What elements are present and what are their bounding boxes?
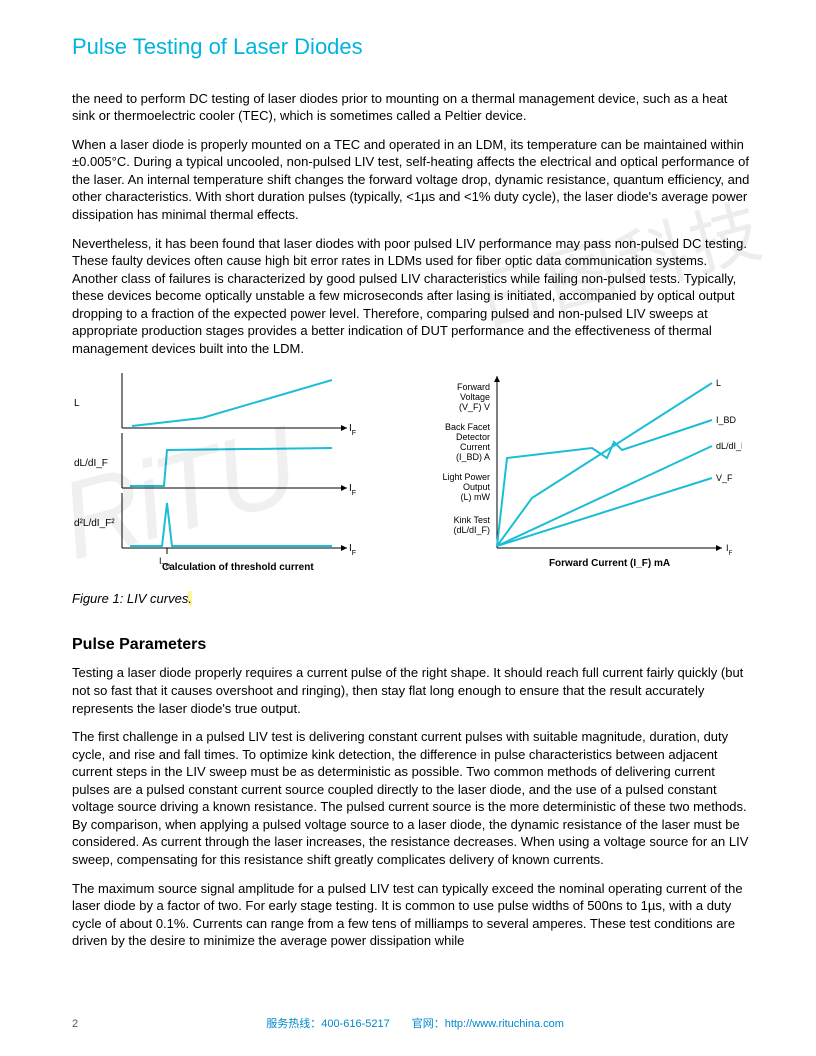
- svg-text:IF: IF: [726, 543, 733, 557]
- svg-text:Current: Current: [460, 442, 491, 452]
- figure-caption-text: Figure 1: LIV curves: [72, 591, 188, 606]
- svg-text:Back Facet: Back Facet: [445, 422, 491, 432]
- paragraph-6: The maximum source signal amplitude for …: [72, 880, 752, 950]
- svg-text:Voltage: Voltage: [460, 392, 490, 402]
- paragraph-1: the need to perform DC testing of laser …: [72, 90, 752, 125]
- svg-text:dL/dI_F: dL/dI_F: [74, 458, 108, 469]
- svg-text:IF: IF: [349, 423, 356, 437]
- page-footer: 2 服务热线：400-616-5217 官网：http://www.rituch…: [72, 1017, 752, 1032]
- svg-text:(dL/dI_F): (dL/dI_F): [453, 525, 490, 535]
- svg-text:(I_BD) A: (I_BD) A: [456, 452, 490, 462]
- chart-liv-curves: ForwardVoltage(V_F) V Back FacetDetectorC…: [402, 368, 742, 578]
- figure-1-caption: Figure 1: LIV curves.: [72, 590, 752, 608]
- svg-text:Light Power: Light Power: [442, 472, 490, 482]
- figure-caption-dot: .: [188, 591, 192, 606]
- section-heading-pulse-parameters: Pulse Parameters: [72, 634, 752, 656]
- page-title: Pulse Testing of Laser Diodes: [72, 32, 752, 62]
- svg-text:Calculation of threshold curre: Calculation of threshold current: [162, 562, 314, 573]
- footer-text: 服务热线：400-616-5217 官网：http://www.rituchin…: [78, 1017, 752, 1032]
- paragraph-2: When a laser diode is properly mounted o…: [72, 136, 752, 224]
- paragraph-5: The first challenge in a pulsed LIV test…: [72, 728, 752, 868]
- svg-text:IF: IF: [349, 543, 356, 557]
- svg-text:L: L: [716, 378, 721, 388]
- svg-text:(L) mW: (L) mW: [461, 492, 491, 502]
- svg-text:Forward: Forward: [457, 382, 490, 392]
- svg-text:dL/dI_F: dL/dI_F: [716, 441, 742, 451]
- paragraph-3: Nevertheless, it has been found that las…: [72, 235, 752, 358]
- svg-text:d²L/dI_F²: d²L/dI_F²: [74, 518, 115, 529]
- svg-text:(V_F) V: (V_F) V: [459, 402, 490, 412]
- figure-1: LIFdL/dI_FIFd²L/dI_F²IFITHCalculation of…: [72, 368, 752, 578]
- svg-text:L: L: [74, 398, 80, 409]
- svg-text:V_F: V_F: [716, 473, 733, 483]
- svg-text:IF: IF: [349, 483, 356, 497]
- svg-text:Forward Current (I_F) mA: Forward Current (I_F) mA: [549, 558, 670, 569]
- svg-text:Detector: Detector: [456, 432, 490, 442]
- svg-text:Output: Output: [463, 482, 491, 492]
- paragraph-4: Testing a laser diode properly requires …: [72, 664, 752, 717]
- svg-text:I_BD: I_BD: [716, 415, 737, 425]
- chart-threshold-current: LIFdL/dI_FIFd²L/dI_F²IFITHCalculation of…: [72, 368, 372, 578]
- svg-text:Kink Test: Kink Test: [454, 515, 491, 525]
